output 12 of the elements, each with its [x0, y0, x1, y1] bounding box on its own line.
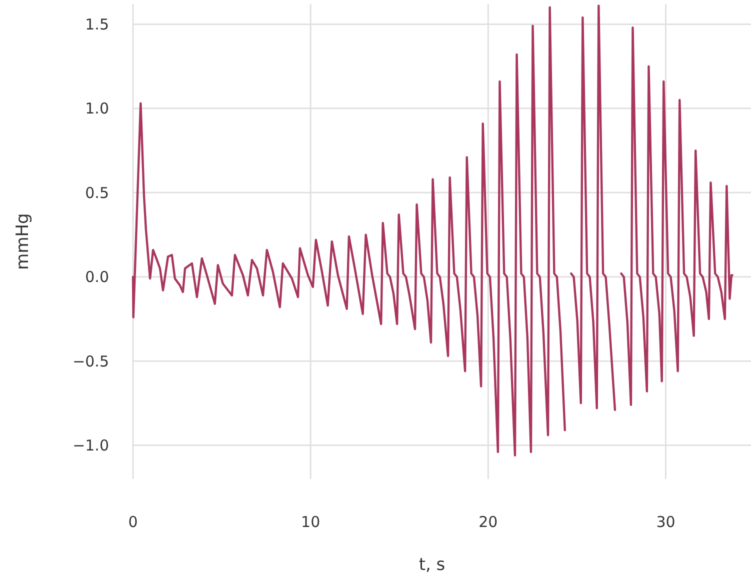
y-tick-label: 1.5	[85, 15, 109, 34]
y-tick-label: −0.5	[72, 352, 109, 370]
x-tick-label: 10	[301, 513, 320, 531]
x-tick-label: 0	[128, 513, 138, 531]
x-tick-label: 20	[478, 513, 498, 531]
y-tick-label: 1.0	[85, 100, 109, 118]
y-tick-label: −1.0	[72, 436, 109, 455]
y-axis-title: mmHg	[13, 213, 33, 270]
x-axis-title: t, s	[418, 555, 446, 575]
x-tick-label: 30	[656, 513, 676, 531]
y-tick-label: 0.5	[85, 184, 109, 202]
y-tick-label: 0.0	[85, 268, 109, 286]
